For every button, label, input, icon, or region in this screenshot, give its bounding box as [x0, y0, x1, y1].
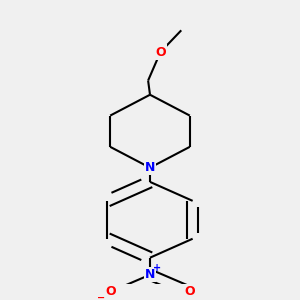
Text: N: N: [145, 161, 155, 174]
Text: O: O: [155, 46, 166, 59]
Text: +: +: [153, 263, 161, 273]
Text: N: N: [145, 268, 155, 281]
Text: O: O: [184, 285, 195, 298]
Text: −: −: [97, 292, 105, 300]
Text: O: O: [105, 285, 116, 298]
